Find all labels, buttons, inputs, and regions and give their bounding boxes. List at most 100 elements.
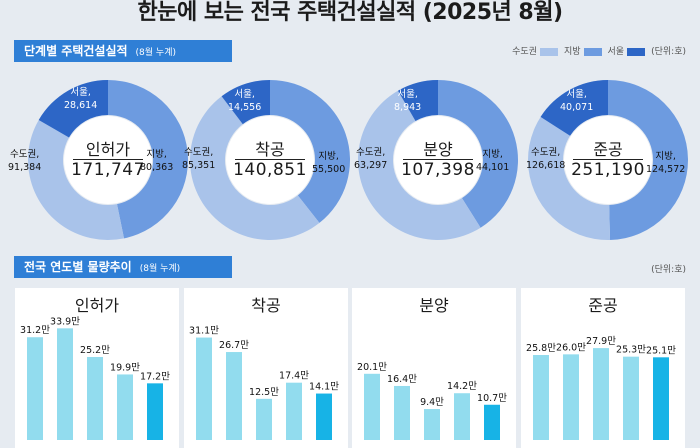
donut-complete-total: 251,190 xyxy=(571,160,645,180)
donut-sale-seoul-label: 서울, 8,943 xyxy=(394,89,422,113)
bar-start-2 xyxy=(256,398,272,440)
donut-sale-divider xyxy=(403,159,473,160)
bar-label-start-3: 17.4만 xyxy=(279,371,309,382)
donut-complete-hole xyxy=(564,116,652,204)
donut-start-seoul-label: 서울, 14,556 xyxy=(228,89,262,113)
bar-label-complete-2: 27.9만 xyxy=(586,336,616,347)
bar-label-complete-0: 25.8만 xyxy=(526,343,556,354)
donut-complete-capital-label: 수도권, 126,618 xyxy=(526,147,566,171)
section-trend-label: 전국 연도별 물량추이 (8월 누계) xyxy=(14,256,232,278)
trend-unit: (단위:호) xyxy=(651,265,686,275)
donut-permit: 인허가 171,747 서울, 28,614 수도권, 91,384 지방, 80,3… xyxy=(8,80,188,240)
bar-sale-1 xyxy=(394,385,410,440)
bar-panel-start-title: 착공 xyxy=(251,296,281,315)
bar-permit-3 xyxy=(117,374,133,440)
bar-permit-0 xyxy=(27,337,43,440)
donut-complete-seoul-label: 서울, 40,071 xyxy=(560,89,594,113)
bar-label-complete-4: 25.1만 xyxy=(646,345,676,356)
bar-sale-2 xyxy=(424,409,440,440)
bar-panel-start: 착공 31.1만 26.7만 12.5만 17.4만 14.1만 xyxy=(184,288,348,448)
donut-complete-title: 준공 xyxy=(593,140,623,159)
donut-start-hole xyxy=(226,116,314,204)
donut-start-capital-label: 수도권, 85,351 xyxy=(182,147,216,171)
bar-sale-0 xyxy=(364,373,380,440)
legend: 수도권 지방 서울 (단위:호) xyxy=(512,44,686,57)
donut-complete-local-label: 지방, 124,572 xyxy=(646,151,686,175)
bar-complete-2 xyxy=(593,348,609,440)
section-trend-sub: (8월 누계) xyxy=(139,264,181,274)
donut-permit-hole xyxy=(64,116,152,204)
donut-start-local-label: 지방, 55,500 xyxy=(312,151,346,175)
donut-sale: 분양 107,398 서울, 8,943 수도권, 63,297 지방, 44,101 xyxy=(354,80,518,240)
bar-label-start-0: 31.1만 xyxy=(189,326,219,337)
bar-label-permit-2: 25.2만 xyxy=(80,345,110,356)
legend-swatch-seoul xyxy=(627,47,646,56)
legend-unit: (단위:호) xyxy=(651,47,686,57)
bar-label-start-1: 26.7만 xyxy=(219,340,249,351)
donut-start-local-slice xyxy=(270,80,350,223)
bar-label-complete-1: 26.0만 xyxy=(556,342,586,353)
bar-start-3 xyxy=(286,382,302,440)
donut-permit-svg xyxy=(28,80,188,240)
bar-panel-permit: 인허가 31.2만 33.9만 25.2만 19.9만 17.2만 xyxy=(15,288,179,448)
donut-complete-divider xyxy=(573,159,643,160)
donut-permit-local-slice xyxy=(108,80,188,239)
section-stage-title: 단계별 주택건설실적 xyxy=(24,44,128,58)
bar-label-permit-3: 19.9만 xyxy=(110,362,140,373)
bar-start-0 xyxy=(196,337,212,440)
donut-permit-total: 171,747 xyxy=(71,160,145,180)
donut-sale-hole xyxy=(394,116,482,204)
bar-panel-complete: 준공 25.8만 26.0만 27.9만 25.3만 25.1만 xyxy=(521,288,685,448)
donut-sale-total: 107,398 xyxy=(401,160,475,180)
donut-sale-local-label: 지방, 44,101 xyxy=(476,149,510,173)
bar-label-sale-0: 20.1만 xyxy=(357,362,387,373)
bar-label-permit-0: 31.2만 xyxy=(20,325,50,336)
bar-panel-sale: 분양 20.1만 16.4만 9.4만 14.2만 10.7만 xyxy=(352,288,516,448)
bar-complete-0 xyxy=(533,355,549,440)
donut-start-title: 착공 xyxy=(255,140,285,159)
section-trend-title: 전국 연도별 물량추이 xyxy=(24,260,132,274)
donut-start-seoul-slice xyxy=(221,80,270,125)
donut-permit-divider xyxy=(73,159,143,160)
legend-item-local: 지방 xyxy=(564,44,602,57)
bar-label-permit-4: 17.2만 xyxy=(140,371,170,382)
bar-label-sale-4: 10.7만 xyxy=(477,393,507,404)
donut-permit-seoul-label: 서울, 28,614 xyxy=(64,87,98,111)
bar-start-1 xyxy=(226,352,242,440)
page-title: 한눈에 보는 전국 주택건설실적 (2025년 8월) xyxy=(137,0,563,25)
bar-panel-sale-title: 분양 xyxy=(419,296,449,315)
donut-complete: 준공 251,190 서울, 40,071 수도권, 126,618 지방, 124,… xyxy=(526,80,688,240)
donut-sale-seoul-slice xyxy=(398,80,438,122)
donut-complete-svg xyxy=(528,80,688,240)
section-stage-label: 단계별 주택건설실적 (8월 누계) xyxy=(14,40,232,62)
donut-permit-capital-label: 수도권, 91,384 xyxy=(8,149,42,173)
bar-permit-4 xyxy=(147,383,163,440)
donut-start-capital-slice xyxy=(190,80,320,240)
bar-label-sale-3: 14.2만 xyxy=(447,381,477,392)
bar-complete-1 xyxy=(563,354,579,440)
legend-item-capital: 수도권 xyxy=(512,44,558,57)
bar-permit-1 xyxy=(57,328,73,440)
donut-permit-title: 인허가 xyxy=(85,140,131,159)
bar-permit-2 xyxy=(87,356,103,440)
donut-complete-seoul-slice xyxy=(540,80,608,136)
bar-label-start-2: 12.5만 xyxy=(249,387,279,398)
bar-panel-permit-title: 인허가 xyxy=(74,296,120,315)
legend-swatch-local xyxy=(583,47,602,56)
bar-complete-3 xyxy=(623,356,639,440)
bar-label-permit-1: 33.9만 xyxy=(50,316,80,327)
bar-sale-3 xyxy=(454,393,470,440)
donut-start-divider xyxy=(235,159,305,160)
bar-sale-4 xyxy=(484,404,500,440)
donut-sale-title: 분양 xyxy=(423,140,453,159)
donut-permit-seoul-slice xyxy=(38,80,108,138)
donut-sale-capital-slice xyxy=(358,80,481,240)
donut-start: 착공 140,851 서울, 14,556 수도권, 85,351 지방, 55,50… xyxy=(182,80,350,240)
bar-label-sale-2: 9.4만 xyxy=(420,397,444,408)
bar-label-start-4: 14.1만 xyxy=(309,382,339,393)
donut-sale-local-slice xyxy=(438,80,518,228)
